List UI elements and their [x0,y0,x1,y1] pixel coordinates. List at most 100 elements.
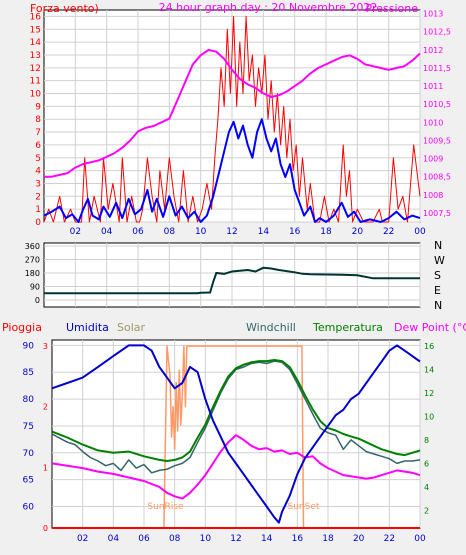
pressure-y-tick-label: 1012,5 [423,28,451,37]
wind-x-tick-label: 08 [164,227,176,237]
temp-x-tick-label: 04 [108,534,120,544]
wind-x-tick-label: 12 [226,227,237,237]
wind-y-tick-label: 11 [30,77,41,87]
pressure-y-tick-label: 1011,5 [423,64,451,73]
wind-pressure-ticks: 02 04 06 08 10 12 14 16 18 20 22 000123456789101112… [30,10,451,237]
wind-x-tick-label: 14 [258,227,270,237]
wind-direction-series [44,266,420,295]
temp-x-tick-label: 22 [384,534,395,544]
legend-windchill: Windchill [246,321,296,334]
wind-direction-grid [44,243,421,307]
temp-x-tick-label: 12 [230,534,241,544]
temperature-y-tick-label: 4 [424,483,429,492]
wind-y-tick-label: 14 [30,38,42,48]
pressure-y-tick-label: 1010,5 [423,100,451,109]
wind-y-tick-label: 3 [35,179,41,189]
rain-y-tick-label: 2 [43,403,48,412]
temp-x-tick-label: 18 [322,534,334,544]
temp-x-tick-label: 02 [77,534,88,544]
pressure-y-tick-label: 1010 [423,118,443,127]
wind-y-tick-label: 0 [35,218,41,228]
rain-y-tick-label: 0 [43,524,48,533]
temperature-y-tick-label: 2 [424,506,429,515]
wind-x-tick-label: 22 [383,227,394,237]
wind-x-tick-label: 16 [289,227,301,237]
wind-x-tick-label: 18 [320,227,332,237]
wind_avg-series-line [43,118,421,223]
wind-x-tick-label: 06 [132,227,144,237]
wind-y-tick-label: 9 [35,102,41,112]
wind_max-series-line [43,15,421,223]
pressure-y-tick-label: 1012 [423,46,443,55]
humidity-series-line [51,344,421,524]
temperature-y-tick-label: 6 [424,459,429,468]
humidity-y-tick-label: 75 [23,422,34,432]
temperature-y-tick-label: 8 [424,436,429,445]
pressure-y-tick-label: 1009,5 [423,136,451,145]
legend-solar: Solar [117,321,146,334]
wind-y-tick-label: 6 [35,141,41,151]
rain-y-tick-label: 1 [43,463,48,472]
direction-y-tick-label: 360 [25,242,40,251]
wind-y-tick-label: 16 [30,12,42,22]
wind-pressure-grid [44,10,421,223]
wind-x-tick-label: 10 [195,227,207,237]
humidity-y-tick-label: 85 [23,368,34,378]
chart-title: 24 hour graph day : 20 Novembre 2022 [159,1,378,14]
temperature-y-tick-label: 16 [424,342,434,351]
compass-label: W [434,254,445,267]
wind-y-tick-label: 7 [35,128,41,138]
direction-y-tick-label: 270 [25,256,40,265]
dewpoint-series-line [51,434,421,500]
humidity-y-tick-label: 65 [23,476,34,486]
temperature-y-tick-label: 12 [424,389,434,398]
temp-x-tick-label: 10 [200,534,212,544]
temperature-ticks: 02 04 06 08 10 12 14 16 18 20 22 006065707580859001… [23,341,435,544]
direction-y-tick-label: 180 [25,269,40,278]
legend-rain: Pioggia [2,321,42,334]
wind-x-tick-label: 04 [101,227,113,237]
rain-y-tick-label: 3 [43,342,48,351]
wind-y-tick-label: 4 [35,167,41,177]
temperature-y-tick-label: 14 [424,365,434,374]
wind-pressure-series [43,15,421,223]
wind-y-tick-label: 13 [30,51,41,61]
temperature-series [51,344,421,529]
humidity-y-tick-label: 70 [23,449,35,459]
pressure-series-line [44,48,421,178]
temp-x-tick-label: 06 [138,534,150,544]
temperature-y-tick-label: 10 [424,412,434,421]
humidity-y-tick-label: 90 [23,341,35,351]
legend-dewpoint: Dew Point (°C) [394,321,466,334]
solar-series-line [163,345,305,529]
temperature-legend: Pioggia Umidita Solar Windchill Temperatura D… [2,321,466,334]
temp-x-tick-label: 14 [261,534,273,544]
compass-label: E [434,284,441,297]
temp-x-tick-label: 08 [169,534,181,544]
wind-y-tick-label: 5 [35,154,41,164]
wind-y-tick-label: 1 [35,205,41,215]
legend-humidity: Umidita [66,321,109,334]
compass-label: N [434,239,442,252]
wind-y-tick-label: 8 [35,115,41,125]
wind-x-tick-label: 20 [352,227,364,237]
temperature-series-line [51,359,421,462]
temp-x-tick-label: 20 [353,534,365,544]
compass-label: S [434,269,441,282]
pressure-y-tick-label: 1008 [423,191,443,200]
pressure-y-tick-label: 1008,5 [423,173,451,182]
pressure-y-tick-label: 1007,5 [423,209,451,218]
temp-x-tick-label: 00 [414,534,426,544]
direction-y-tick-label: 0 [35,296,40,305]
humidity-y-tick-label: 80 [23,395,35,405]
wind-axis-label: Forza vento) [30,2,99,15]
sunrise-label: SunRise [147,502,184,512]
pressure-y-tick-label: 1011 [423,82,443,91]
legend-temperature: Temperatura [312,321,383,334]
wind-x-tick-label: 02 [70,227,81,237]
wind-y-tick-label: 2 [35,192,41,202]
humidity-y-tick-label: 60 [23,503,35,513]
